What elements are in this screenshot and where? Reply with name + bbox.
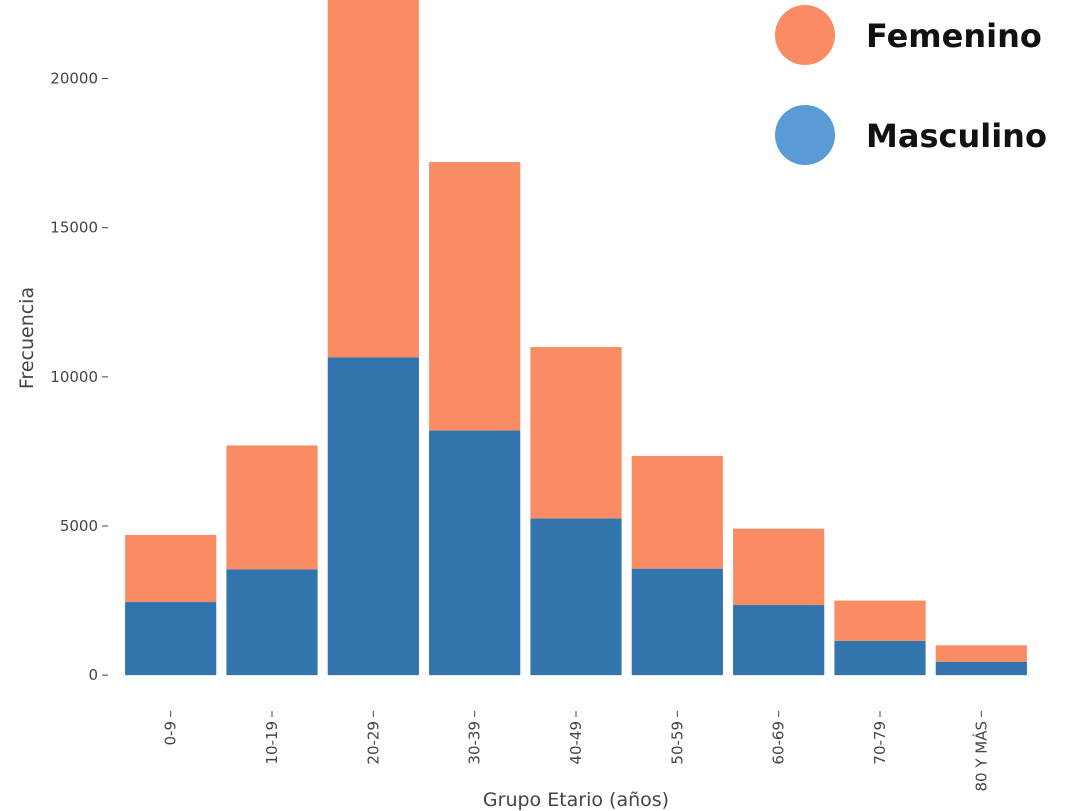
bar-masculino-30-39 [429, 430, 521, 676]
x-tick-label: 30-39 [466, 721, 484, 765]
bar-masculino-80-y-más [935, 661, 1027, 676]
y-tick-label: 5000 [60, 517, 98, 535]
bar-femenino-40-49 [530, 347, 622, 519]
bars-layer [125, 0, 1027, 676]
x-tick-label: 10-19 [263, 721, 281, 765]
bar-femenino-60-69 [733, 528, 825, 606]
x-tick-label: 80 Y MÁS [971, 721, 990, 792]
bar-masculino-50-59 [631, 568, 723, 676]
x-tick-label: 0-9 [162, 721, 180, 746]
y-tick-label: 15000 [50, 219, 98, 237]
x-axis: 0-9 10-19 20-29 30-39 40-49 50-59 60-69 70-79 80… [162, 711, 990, 792]
bar-femenino-10-19 [226, 445, 318, 570]
bar-femenino-20-29 [327, 0, 419, 358]
bar-femenino-0-9 [125, 534, 217, 603]
bar-femenino-70-79 [834, 600, 926, 641]
y-axis: 0 5000 10000 15000 20000 [50, 70, 108, 684]
legend-swatch-masculino [775, 105, 835, 165]
bar-femenino-30-39 [429, 162, 521, 431]
bar-masculino-10-19 [226, 569, 318, 676]
legend-label-femenino: Femenino [866, 17, 1042, 55]
legend-swatch-femenino [775, 5, 835, 65]
x-tick-label: 60-69 [770, 721, 788, 765]
legend-label-masculino: Masculino [866, 117, 1047, 155]
y-tick-label: 0 [88, 666, 98, 684]
bar-masculino-70-79 [834, 640, 926, 676]
legend: Femenino Masculino [775, 5, 1047, 165]
x-tick-label: 50-59 [668, 721, 686, 765]
bar-masculino-0-9 [125, 602, 217, 676]
x-axis-title: Grupo Etario (años) [483, 789, 669, 811]
bar-masculino-20-29 [327, 357, 419, 676]
x-tick-label: 40-49 [567, 721, 585, 765]
x-tick-label: 70-79 [871, 721, 889, 765]
y-tick-label: 20000 [50, 70, 98, 88]
bar-masculino-60-69 [733, 605, 825, 676]
bar-femenino-80-y-más [935, 645, 1027, 662]
bar-masculino-40-49 [530, 518, 622, 676]
y-axis-title: Frecuencia [16, 287, 38, 389]
y-tick-label: 10000 [50, 368, 98, 386]
x-tick-label: 20-29 [364, 721, 382, 765]
bar-femenino-50-59 [631, 455, 723, 569]
